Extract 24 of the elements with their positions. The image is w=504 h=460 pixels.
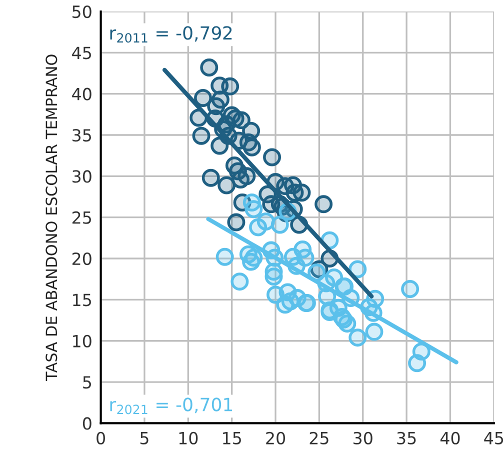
x-tick-label: 30 — [354, 432, 372, 444]
annotation: r$_{2011}$ = -0,792 — [110, 26, 232, 43]
x-tick-label: 35 — [397, 432, 416, 444]
y-tick-label: 35 — [72, 128, 92, 142]
y-tick-label: 40 — [72, 88, 92, 100]
annotation: r$_{2021}$ = -0,701 — [110, 398, 232, 414]
y-axis-title: TASA DE ABANDONO ESCOLAR TEMPRANO — [46, 54, 58, 381]
y-tick-label: 10 — [73, 334, 92, 348]
x-tick-label: 45 — [484, 432, 504, 444]
x-tick-label: 0 — [96, 432, 105, 444]
x-tick-label: 5 — [140, 432, 148, 444]
x-tick-label: 10 — [179, 432, 198, 444]
x-tick-label: 15 — [223, 432, 241, 444]
y-tick-label: 15 — [73, 294, 92, 306]
y-tick-label: 25 — [72, 211, 92, 224]
y-tick-label: 0 — [82, 417, 92, 430]
x-tick-label: 40 — [440, 432, 460, 444]
y-tick-label: 50 — [72, 5, 92, 18]
y-tick-label: 45 — [72, 46, 92, 60]
y-tick-label: 5 — [83, 376, 92, 389]
y-tick-label: 20 — [72, 252, 92, 266]
x-tick-label: 20 — [266, 432, 286, 444]
y-tick-label: 30 — [72, 170, 92, 183]
x-tick-label: 25 — [310, 432, 328, 444]
